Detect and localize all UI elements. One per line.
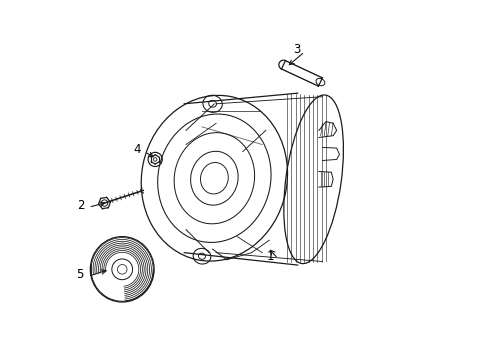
Text: 2: 2	[77, 199, 84, 212]
Text: 3: 3	[293, 44, 300, 57]
Text: 4: 4	[133, 143, 140, 156]
Text: 5: 5	[76, 268, 83, 281]
Text: 1: 1	[266, 251, 274, 264]
